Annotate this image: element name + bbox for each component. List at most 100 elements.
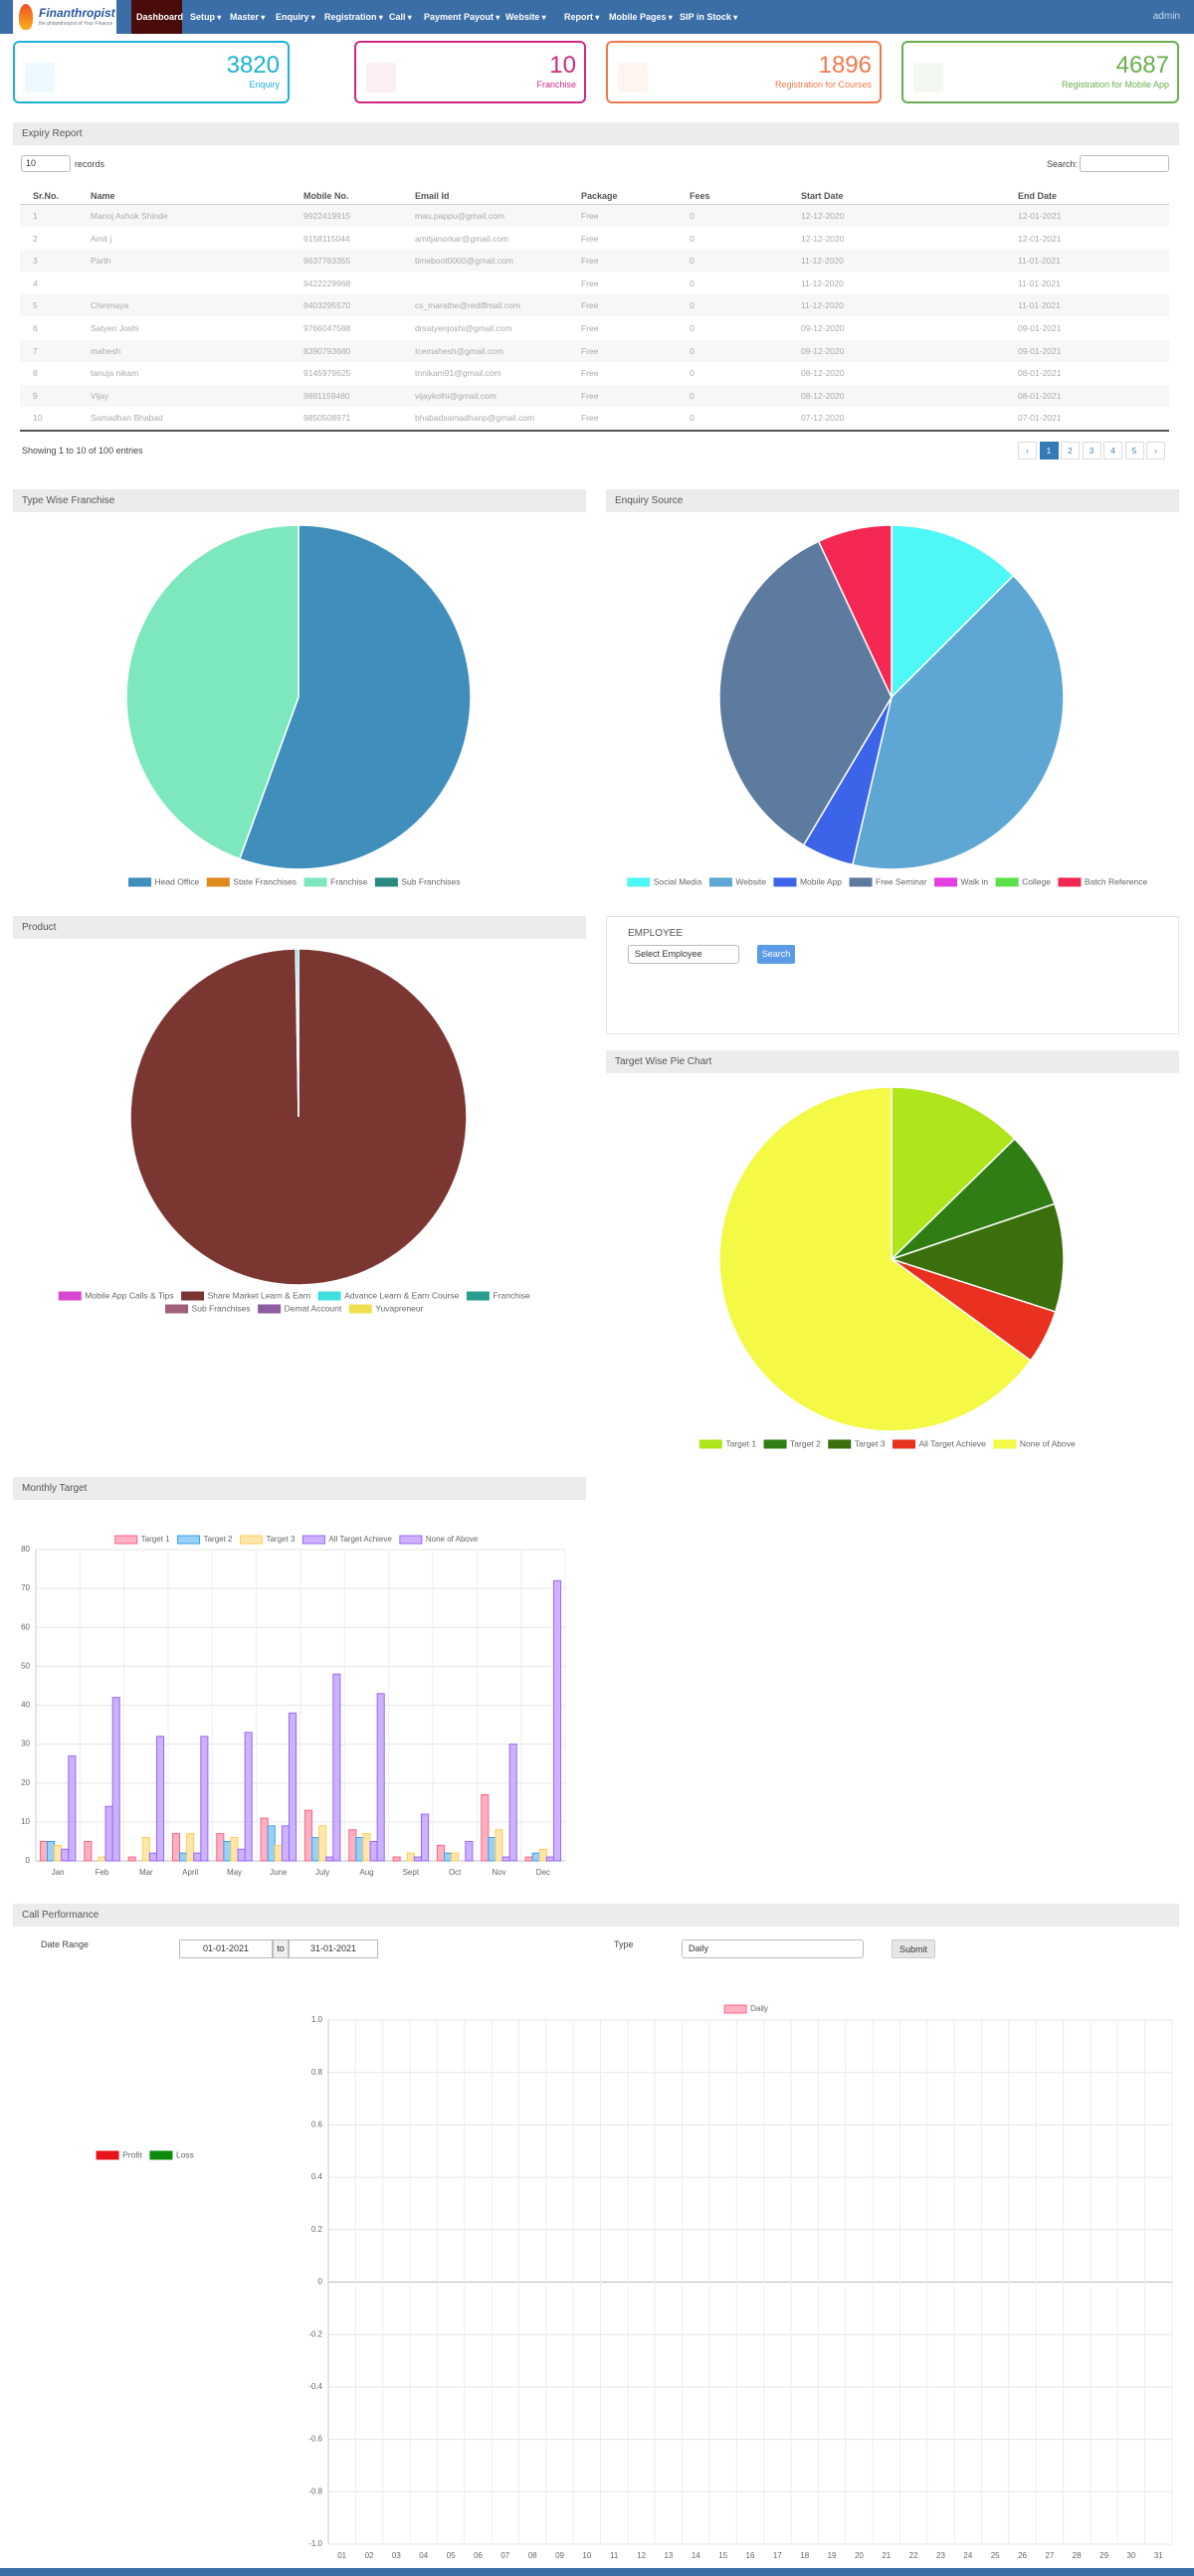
legend-swatch (763, 1439, 787, 1449)
page-button[interactable]: 3 (1082, 442, 1101, 460)
bar (193, 1852, 202, 1862)
x-tick-label: 11 (610, 2551, 619, 2560)
logo[interactable]: Finanthropist the philanthropist of Your… (13, 0, 116, 34)
table-cell: 9637763355 (303, 256, 351, 267)
table-bottom-border (20, 430, 1169, 432)
bar (495, 1829, 503, 1862)
column-header[interactable]: End Date (1018, 191, 1058, 201)
table-cell: 0 (690, 345, 695, 356)
x-tick-label: Dec (536, 1868, 550, 1877)
pie-slice (817, 524, 893, 698)
bar (127, 1856, 136, 1862)
bar (436, 1844, 446, 1862)
menu-item[interactable]: Call (384, 0, 417, 34)
x-tick-label: 19 (828, 2551, 837, 2560)
column-header[interactable]: Mobile No. (303, 191, 349, 201)
submit-button[interactable]: Submit (892, 1939, 935, 1958)
column-header[interactable]: Start Date (801, 191, 844, 201)
bar (179, 1852, 188, 1862)
table-cell: 9881159480 (303, 390, 350, 401)
stat-label: Registration for Mobile App (1061, 80, 1169, 90)
page-button[interactable]: › (1146, 442, 1165, 460)
search-button[interactable]: Search (757, 945, 795, 964)
y-tick-label: 1.0 (311, 2015, 323, 2024)
x-tick-label: 25 (991, 2551, 1000, 2560)
menu-item[interactable]: Enquiry (271, 0, 320, 34)
x-tick-label: 16 (746, 2551, 755, 2560)
legend-swatch (828, 1439, 852, 1449)
table-cell: 0 (690, 323, 695, 333)
x-tick-label: 03 (392, 2551, 401, 2560)
search-input[interactable] (1080, 155, 1169, 172)
page-button[interactable]: 5 (1124, 442, 1144, 460)
table-cell: 09-01-2021 (1018, 345, 1062, 356)
table-row (20, 362, 1169, 385)
logo-icon (19, 4, 33, 30)
column-header[interactable]: Name (91, 191, 115, 201)
page-button[interactable]: ‹ (1018, 442, 1037, 460)
panel-header: Enquiry Source (606, 489, 1179, 512)
table-cell: Chinmaya (91, 300, 129, 311)
table-cell: Free (581, 368, 599, 379)
x-tick-label: July (315, 1868, 329, 1877)
menu-item[interactable]: Report (559, 0, 604, 34)
bar (481, 1793, 490, 1862)
legend-swatch (165, 1304, 189, 1314)
bar (552, 1579, 562, 1862)
legend-swatch (303, 877, 327, 887)
type-select[interactable]: Daily (682, 1939, 864, 1958)
user-menu[interactable]: admin (1152, 11, 1180, 22)
table-cell: 08-01-2021 (1018, 368, 1062, 379)
column-header[interactable]: Fees (690, 191, 710, 201)
legend-swatch (239, 1535, 263, 1545)
bar (237, 1848, 246, 1862)
table-row (20, 294, 1169, 317)
employee-select[interactable]: Select Employee (628, 945, 739, 964)
from-date-input[interactable]: 01-01-2021 (179, 1939, 273, 1958)
length-select[interactable]: 10 (21, 155, 71, 172)
menu-item[interactable]: Mobile Pages (604, 0, 678, 34)
menu-item[interactable]: Registration (319, 0, 388, 34)
legend-label: Social Media (654, 876, 702, 886)
bar (216, 1833, 225, 1862)
y-tick-label: -1.0 (308, 2539, 322, 2548)
bar (274, 1844, 283, 1862)
legend-swatch (149, 2150, 173, 2160)
legend-swatch (995, 877, 1019, 887)
table-cell: 07-01-2021 (1018, 413, 1062, 424)
x-tick-label: 08 (528, 2551, 537, 2560)
page-button[interactable]: 1 (1039, 442, 1059, 460)
pie-slice (851, 574, 1065, 870)
stat-icon (25, 63, 55, 92)
column-header[interactable]: Sr.No. (33, 191, 60, 201)
legend-swatch (348, 1304, 372, 1314)
menu-item[interactable]: Payment Payout (419, 0, 504, 34)
table-cell: Free (581, 277, 599, 288)
menu-item[interactable]: SIP in Stock (675, 0, 742, 34)
stat-card: 10 Franchise (354, 41, 586, 103)
bar (148, 1852, 157, 1862)
legend-label: None of Above (426, 1535, 479, 1544)
menu-item[interactable]: Website (500, 0, 551, 34)
page-button[interactable]: 4 (1103, 442, 1122, 460)
table-row (20, 384, 1169, 407)
menu-item[interactable]: Setup (185, 0, 226, 34)
x-tick-label: 22 (909, 2551, 918, 2560)
x-tick-label: 17 (773, 2551, 782, 2560)
stat-card: 4687 Registration for Mobile App (901, 41, 1179, 103)
legend-label: Website (735, 876, 766, 886)
column-header[interactable]: Email Id (415, 191, 450, 201)
x-tick-label: 30 (1127, 2551, 1136, 2560)
table-cell: Samadhan Bhabad (91, 413, 163, 424)
table-cell: 09-01-2021 (1018, 323, 1062, 333)
page-button[interactable]: 2 (1061, 442, 1080, 460)
y-tick-label: -0.2 (308, 2329, 322, 2338)
table-cell: 9403295570 (303, 300, 351, 311)
table-cell: 5 (33, 300, 38, 311)
menu-item[interactable]: Dashboard (131, 0, 183, 34)
to-date-input[interactable]: 31-01-2021 (289, 1939, 378, 1958)
column-header[interactable]: Package (581, 191, 618, 201)
y-tick-label: 0.8 (311, 2068, 323, 2077)
menu-item[interactable]: Master (225, 0, 270, 34)
